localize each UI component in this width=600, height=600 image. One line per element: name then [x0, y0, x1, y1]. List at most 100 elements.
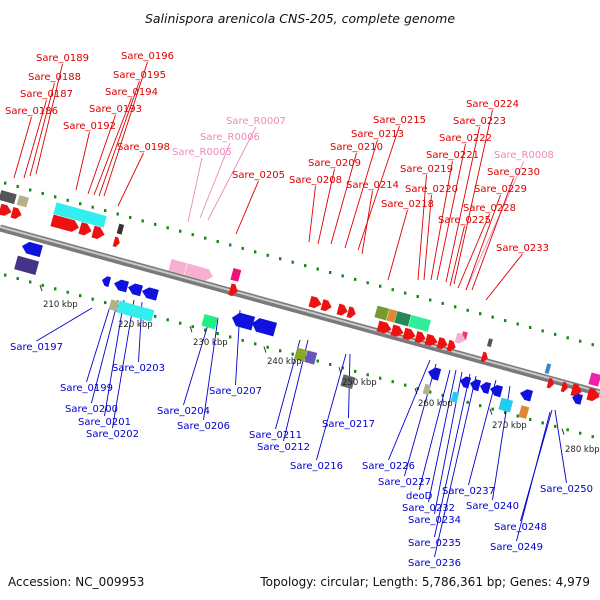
gene-label[interactable]: Sare_0248	[494, 522, 547, 533]
gene-label[interactable]: Sare_R0006	[200, 132, 260, 143]
gene-label[interactable]: Sare_0235	[408, 538, 461, 549]
gene-label[interactable]: Sare_0220	[405, 184, 458, 195]
backbone-highlight	[0, 226, 600, 393]
kbp-tick	[189, 326, 193, 333]
forward-arrow-shape	[402, 327, 416, 340]
gene-label[interactable]: Sare_0218	[381, 199, 434, 210]
lower-track-dot	[316, 359, 319, 363]
gene-label[interactable]: Sare_0206	[177, 421, 230, 432]
gene-box	[304, 350, 318, 365]
gene-arrow	[490, 385, 504, 398]
lower-track-dot	[79, 294, 82, 298]
gene-arrow	[112, 236, 120, 247]
reverse-arrow-shape	[572, 393, 583, 405]
gene-label[interactable]: Sare_0208	[289, 175, 342, 186]
gene-label[interactable]: Sare_0201	[78, 417, 131, 428]
gene-label[interactable]: Sare_0229	[474, 184, 527, 195]
reverse-arrow-shape	[102, 276, 112, 287]
lower-track-dot	[491, 407, 494, 411]
leader-line	[465, 160, 525, 291]
upper-track-dot	[304, 264, 307, 268]
gene-label[interactable]: Sare_0219	[400, 164, 453, 175]
gene-label[interactable]: Sare_0186	[5, 106, 58, 117]
gene-box	[498, 397, 514, 413]
lower-track-dot	[191, 325, 194, 329]
lower-track-dot	[591, 435, 594, 439]
gene-label[interactable]: Sare_0205	[232, 170, 285, 181]
gene-label[interactable]: Sare_0188	[28, 72, 81, 83]
leader-line	[36, 307, 93, 342]
gene-label[interactable]: Sare_0207	[209, 386, 262, 397]
lower-track-dot	[329, 362, 332, 366]
gene-label[interactable]: Sare_0216	[290, 461, 343, 472]
reverse-arrow-shape	[480, 382, 492, 394]
gene-label[interactable]: Sare_0213	[351, 129, 404, 140]
forward-arrow-shape	[414, 331, 426, 344]
reverse-arrow-shape	[128, 283, 143, 297]
gene-label[interactable]: Sare_0250	[540, 484, 593, 495]
gene-label[interactable]: Sare_0204	[157, 406, 210, 417]
forward-arrow-shape	[78, 222, 92, 236]
gene-label[interactable]: Sare_0214	[346, 180, 399, 191]
gene-label[interactable]: Sare_0203	[112, 363, 165, 374]
gene-label[interactable]: Sare_0228	[463, 203, 516, 214]
gene-label[interactable]: Sare_R0007	[226, 116, 286, 127]
lower-track-dot	[216, 332, 219, 336]
gene-label[interactable]: Sare_0215	[373, 115, 426, 126]
gene-label[interactable]: Sare_0224	[466, 99, 519, 110]
gene-label[interactable]: Sare_0195	[113, 70, 166, 81]
lower-track-dot	[391, 380, 394, 384]
gene-label[interactable]: Sare_0192	[63, 121, 116, 132]
gene-label[interactable]: Sare_0232	[402, 503, 455, 514]
gene-label[interactable]: Sare_0226	[362, 461, 415, 472]
gene-label[interactable]: Sare_0222	[439, 133, 492, 144]
leader-line	[316, 353, 347, 461]
gene-label[interactable]: Sare_0199	[60, 383, 113, 394]
gene-box	[14, 255, 40, 275]
gene-label[interactable]: Sare_0234	[408, 515, 461, 526]
gene-label[interactable]: Sare_0212	[257, 442, 310, 453]
gene-label[interactable]: Sare_0210	[330, 142, 383, 153]
gene-label[interactable]: Sare_0194	[105, 87, 158, 98]
gene-label[interactable]: Sare_0237	[442, 486, 495, 497]
gene-box-shape	[588, 372, 600, 387]
gene-box-shape	[374, 305, 390, 321]
leader-line	[23, 99, 47, 179]
gene-label[interactable]: Sare_0221	[426, 150, 479, 161]
gene-label[interactable]: deoD	[406, 491, 433, 502]
kbp-tick	[489, 408, 493, 415]
gene-label[interactable]: Sare_0193	[89, 104, 142, 115]
gene-label[interactable]: Sare_0200	[65, 404, 118, 415]
gene-label[interactable]: Sare_0240	[466, 501, 519, 512]
gene-box-shape	[394, 311, 412, 327]
gene-label[interactable]: Sare_0197	[10, 342, 63, 353]
gene-label[interactable]: Sare_0249	[490, 542, 543, 553]
leader-line	[436, 143, 466, 281]
gene-label[interactable]: Sare_0230	[487, 167, 540, 178]
gene-label[interactable]: Sare_0225	[438, 215, 491, 226]
gene-label[interactable]: Sare_0198	[117, 142, 170, 153]
gene-label[interactable]: Sare_0223	[453, 116, 506, 127]
gene-label[interactable]: Sare_0236	[408, 558, 461, 569]
gene-label[interactable]: Sare_0233	[496, 243, 549, 254]
leader-line	[423, 194, 432, 281]
kbp-label: 220 kbp	[118, 320, 153, 330]
lower-track-dot	[229, 335, 232, 339]
gene-label[interactable]: Sare_R0005	[172, 147, 232, 158]
leader-line	[361, 190, 373, 255]
gene-box	[53, 202, 107, 228]
gene-label[interactable]: Sare_0187	[20, 89, 73, 100]
gene-label[interactable]: Sare_0202	[86, 429, 139, 440]
gene-label[interactable]: Sare_0189	[36, 53, 89, 64]
lower-track-dot	[504, 411, 507, 415]
gene-label[interactable]: Sare_0196	[121, 51, 174, 62]
gene-label[interactable]: Sare_0209	[308, 158, 361, 169]
lower-track-dot	[154, 314, 157, 318]
leader-line	[434, 375, 477, 558]
gene-label[interactable]: Sare_R0008	[494, 150, 554, 161]
gene-label[interactable]: Sare_0211	[249, 430, 302, 441]
forward-arrow-shape	[376, 320, 392, 334]
gene-label[interactable]: Sare_0217	[322, 419, 375, 430]
gene-label[interactable]: Sare_0227	[378, 477, 431, 488]
gene-box-shape	[230, 268, 242, 282]
